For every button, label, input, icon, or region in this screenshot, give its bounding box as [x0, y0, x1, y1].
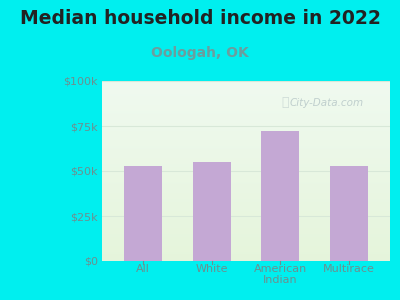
Bar [124, 166, 162, 261]
Text: ⧖: ⧖ [281, 96, 289, 109]
Text: Median household income in 2022: Median household income in 2022 [20, 9, 380, 28]
Text: Oologah, OK: Oologah, OK [151, 46, 249, 61]
Bar [330, 166, 368, 261]
Bar [193, 162, 230, 261]
Text: City-Data.com: City-Data.com [290, 98, 364, 108]
Bar [262, 131, 299, 261]
